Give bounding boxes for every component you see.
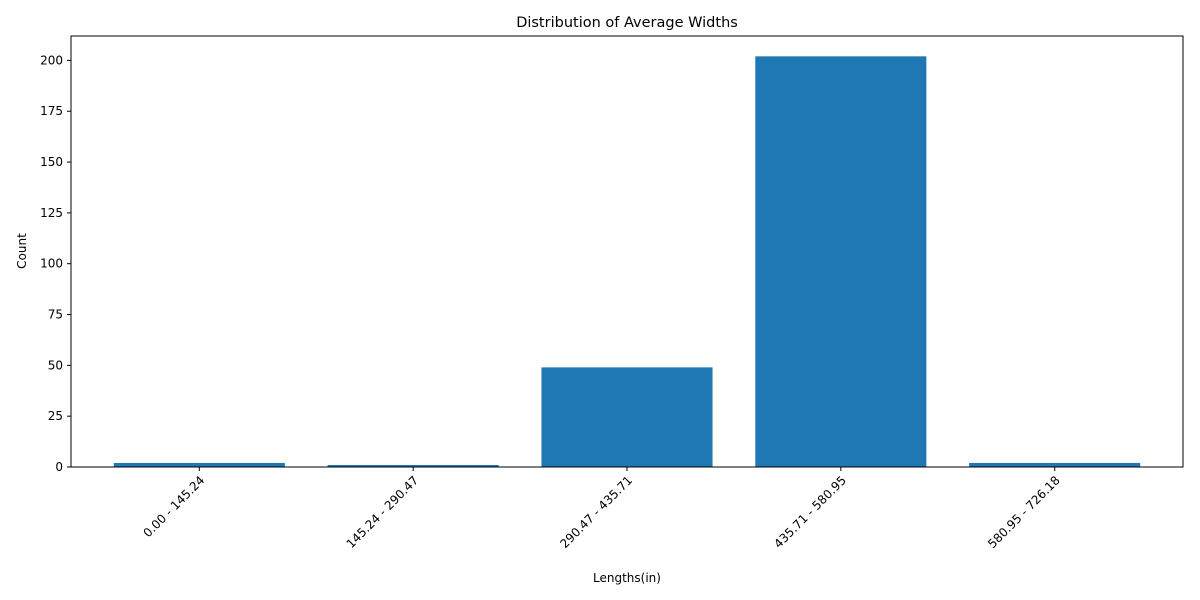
y-tick-label-8: 200 [40, 53, 63, 67]
y-axis-label: Count [15, 233, 29, 269]
y-axis: 0 25 50 75 100 125 150 175 200 [40, 53, 71, 474]
y-tick-label-1: 25 [48, 409, 63, 423]
bar-2 [541, 367, 713, 467]
bar-0 [113, 462, 285, 467]
x-axis-label: Lengths(in) [593, 571, 661, 585]
bar-1 [327, 464, 499, 467]
y-tick-label-5: 125 [40, 206, 63, 220]
bar-3 [755, 56, 927, 467]
plot-frame [70, 35, 1184, 468]
bars-group [113, 56, 1141, 467]
bar-4 [969, 462, 1141, 467]
x-tick-label-0: 0.00 - 145.24 [140, 473, 207, 540]
x-tick-label-2: 290.47 - 435.71 [557, 473, 635, 551]
y-tick-label-4: 100 [40, 257, 63, 271]
x-axis: 0.00 - 145.24 145.24 - 290.47 290.47 - 435… [140, 467, 1063, 551]
chart-title: Distribution of Average Widths [516, 15, 738, 31]
y-tick-label-0: 0 [55, 460, 63, 474]
y-tick-label-6: 150 [40, 155, 63, 169]
y-tick-label-3: 75 [48, 308, 63, 322]
x-tick-label-4: 580.95 - 726.18 [985, 473, 1063, 551]
y-tick-label-2: 50 [48, 358, 63, 372]
x-tick-label-3: 435.71 - 580.95 [771, 473, 849, 551]
x-tick-label-1: 145.24 - 290.47 [344, 473, 422, 551]
y-tick-label-7: 175 [40, 104, 63, 118]
